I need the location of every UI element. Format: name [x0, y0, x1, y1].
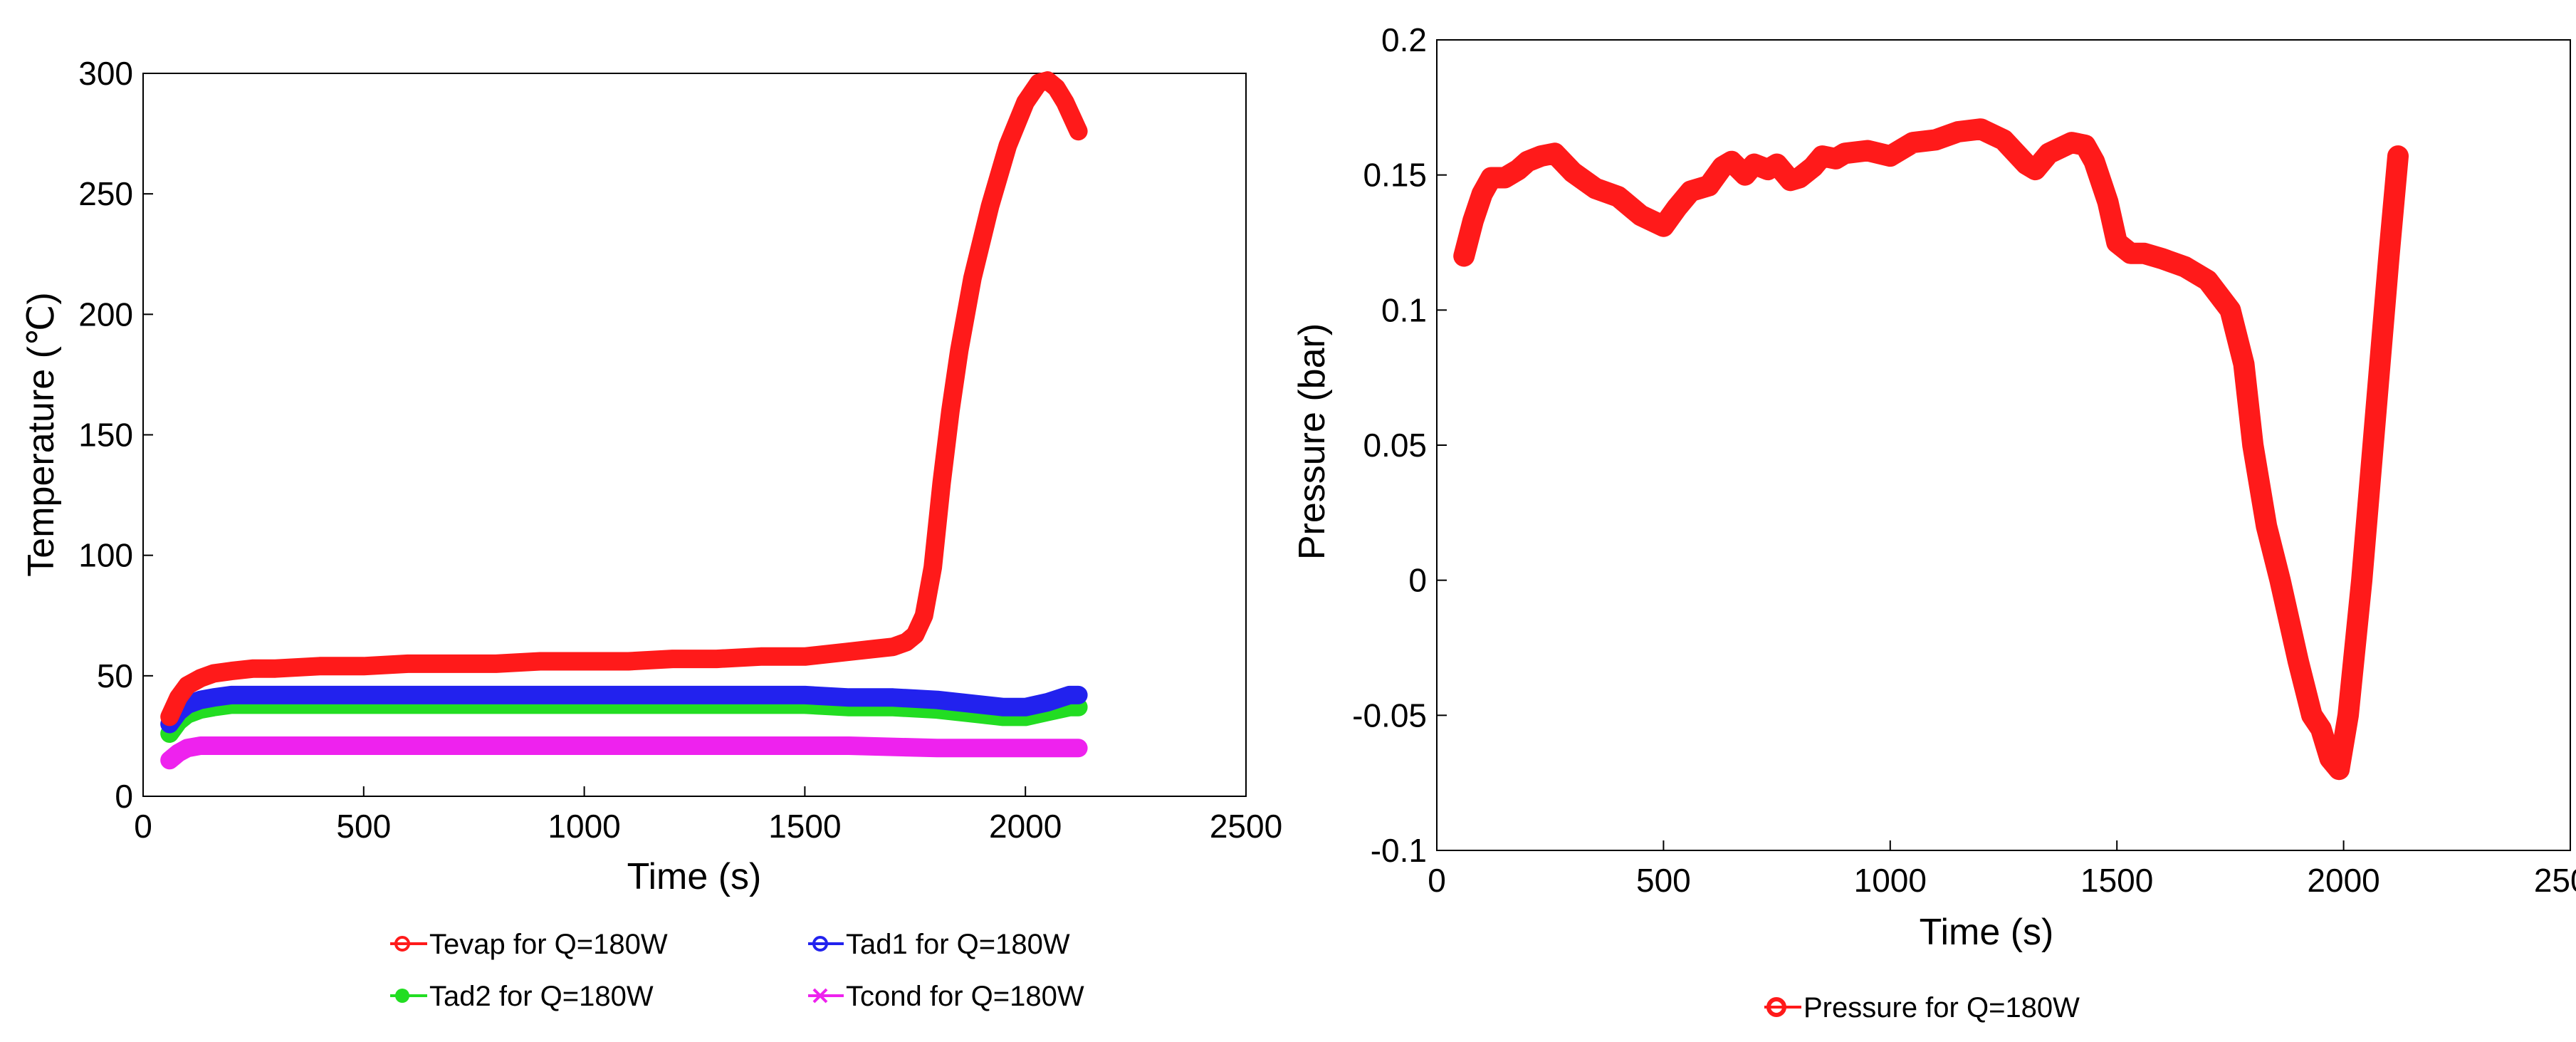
pressure-chart: 0 500 1000 1500 2000 2500 -0.1 -0.05 0 0.05 0.1 0.…: [1292, 21, 2576, 1023]
pressure-x-tick-label: 2500: [2534, 862, 2576, 899]
pressure-x-tick-label: 1500: [2080, 862, 2153, 899]
pressure-y-ticks: -0.1 -0.05 0 0.05 0.1 0.15 0.2: [1352, 21, 1447, 869]
pressure-y-tick-label: 0.05: [1363, 427, 1427, 464]
legend-tcond-marker: [812, 988, 828, 1004]
pressure-x-tick-label: 0: [1428, 862, 1446, 899]
temperature-x-axis-label: Time (s): [627, 856, 762, 897]
legend-tad1-label: Tad1 for Q=180W: [846, 929, 1070, 960]
temperature-x-tick-label: 1000: [548, 808, 620, 845]
pressure-x-axis-label: Time (s): [1920, 912, 2054, 953]
temperature-x-tick-label: 2500: [1210, 808, 1282, 845]
legend-tad2-label: Tad2 for Q=180W: [429, 981, 654, 1012]
series-line-tevap: [160, 71, 1088, 726]
temperature-y-tick-label: 300: [78, 55, 133, 92]
series-line-tcond: [160, 736, 1088, 770]
legend-tad1-marker: [812, 936, 828, 952]
temperature-y-tick-label: 250: [78, 175, 133, 212]
temperature-legend: Tevap for Q=180W Tad1 for Q=180W Tad2 fo…: [390, 929, 1084, 1012]
legend-tcond-label: Tcond for Q=180W: [846, 981, 1084, 1012]
temperature-y-axis-label: Temperature (℃): [21, 292, 62, 576]
temperature-x-tick-label: 0: [134, 808, 152, 845]
pressure-y-tick-label: 0.2: [1381, 21, 1427, 58]
temperature-x-ticks: 0 500 1000 1500 2000 2500: [134, 786, 1282, 845]
temperature-series-group: [160, 71, 1088, 770]
temperature-chart: 0 500 1000 1500 2000 2500 050100150200250300 …: [21, 55, 1282, 1012]
legend-pressure-marker: [1766, 997, 1786, 1017]
series-line-pressure: [1453, 118, 2409, 781]
legend-entry-pressure: Pressure for Q=180W: [1764, 992, 2080, 1023]
temperature-y-tick-label: 100: [78, 537, 133, 574]
pressure-y-tick-label: -0.05: [1352, 697, 1427, 734]
temperature-y-tick-label: 150: [78, 417, 133, 454]
pressure-y-tick-label: -0.1: [1371, 832, 1427, 869]
pressure-legend: Pressure for Q=180W: [1764, 992, 2080, 1023]
temperature-x-tick-label: 2000: [989, 808, 1062, 845]
pressure-y-tick-label: 0.15: [1363, 157, 1427, 194]
pressure-series-group: [1453, 118, 2409, 781]
legend-pressure-label: Pressure for Q=180W: [1803, 992, 2080, 1023]
pressure-x-tick-label: 1000: [1854, 862, 1927, 899]
pressure-x-tick-label: 500: [1636, 862, 1691, 899]
legend-tevap-label: Tevap for Q=180W: [429, 929, 668, 960]
pressure-y-axis-label: Pressure (bar): [1292, 323, 1333, 560]
pressure-x-ticks: 0 500 1000 1500 2000 2500: [1428, 840, 2576, 899]
temperature-x-tick-label: 500: [336, 808, 391, 845]
series-line-tad1: [160, 685, 1088, 734]
temperature-y-tick-label: 0: [115, 778, 133, 815]
series-line-tad2: [160, 695, 1088, 743]
temperature-x-tick-label: 1500: [768, 808, 841, 845]
legend-entry-tad2: Tad2 for Q=180W: [390, 981, 654, 1012]
legend-entry-tevap: Tevap for Q=180W: [390, 929, 668, 960]
legend-tevap-marker: [394, 936, 410, 952]
temperature-plot-area: [142, 73, 1247, 797]
legend-entry-tcond: Tcond for Q=180W: [808, 981, 1084, 1012]
temperature-y-tick-label: 200: [78, 296, 133, 333]
pressure-y-tick-label: 0: [1408, 562, 1427, 599]
pressure-y-tick-label: 0.1: [1381, 291, 1427, 328]
temperature-y-ticks: 0 50 100 150 200 250 300: [78, 55, 153, 815]
legend-entry-tad1: Tad1 for Q=180W: [808, 929, 1070, 960]
pressure-x-tick-label: 2000: [2307, 862, 2379, 899]
legend-tad2-marker: [395, 989, 409, 1003]
temperature-y-tick-label: 50: [97, 657, 133, 694]
